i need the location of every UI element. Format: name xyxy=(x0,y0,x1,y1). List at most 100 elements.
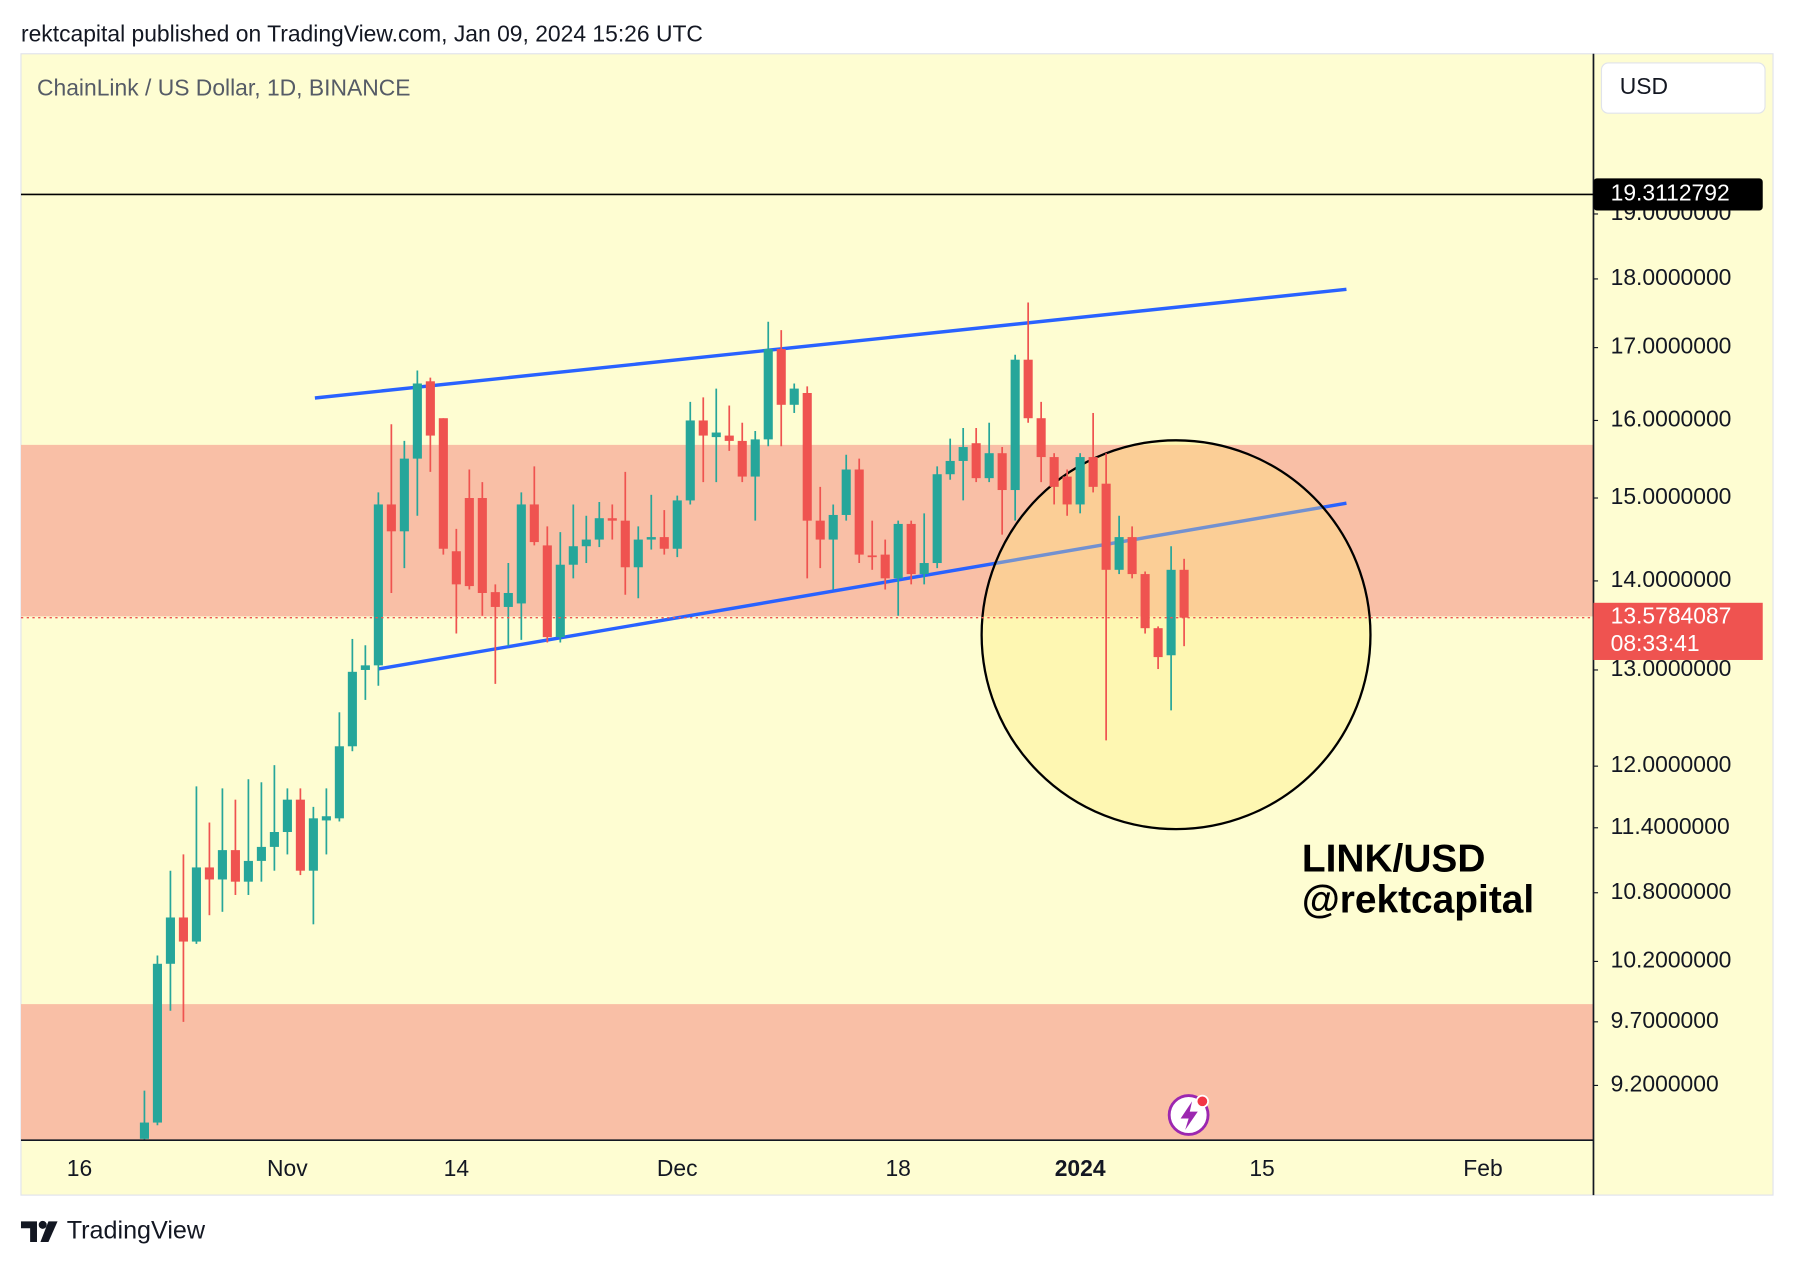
support-zone xyxy=(20,1004,1594,1141)
y-tick-label: 18.0000000 xyxy=(1611,264,1732,290)
y-tick-label: 15.0000000 xyxy=(1611,483,1732,509)
y-tick-label: 9.7000000 xyxy=(1611,1007,1719,1033)
candle-body xyxy=(477,498,487,593)
x-tick-label: 15 xyxy=(1249,1155,1274,1181)
alert-icon xyxy=(1167,1094,1210,1136)
y-tick-label: 10.2000000 xyxy=(1611,946,1732,972)
candle-body xyxy=(984,453,994,479)
candle-body xyxy=(802,392,812,521)
candle-body xyxy=(1062,476,1072,505)
x-tick-label: 14 xyxy=(444,1155,470,1181)
tradingview-logo xyxy=(20,1220,58,1242)
candle-body xyxy=(490,592,500,607)
candle-body xyxy=(685,420,695,501)
candle-body xyxy=(1075,457,1085,505)
candle-body xyxy=(269,832,279,847)
candle-body xyxy=(178,917,188,942)
candle-body xyxy=(880,554,890,579)
candle-body xyxy=(646,537,656,540)
candle-body xyxy=(295,799,305,871)
candle-body xyxy=(139,1122,149,1139)
candle-body xyxy=(321,816,331,821)
candle-body xyxy=(672,500,682,549)
candle-body xyxy=(633,539,643,568)
candle-body xyxy=(1114,537,1124,570)
candle-body xyxy=(243,860,253,882)
candle-body xyxy=(152,963,162,1123)
candle-body xyxy=(425,381,435,436)
candle-body xyxy=(659,537,669,549)
currency-label[interactable]: USD xyxy=(1620,73,1668,99)
candle-body xyxy=(906,523,916,575)
candle-body xyxy=(1127,537,1137,575)
level-box xyxy=(1593,178,1763,211)
candle-body xyxy=(1023,359,1033,419)
candle-body xyxy=(282,799,292,833)
annotation: @rektcapital xyxy=(1302,879,1534,922)
candle-body xyxy=(932,474,942,564)
candle-body xyxy=(724,435,734,441)
candle-body xyxy=(711,432,721,438)
candle-body xyxy=(893,523,903,579)
y-tick-label: 11.4000000 xyxy=(1611,813,1730,839)
candle-body xyxy=(568,546,578,565)
last-price-box xyxy=(1593,602,1763,660)
candle-body xyxy=(971,443,981,479)
currency-button[interactable] xyxy=(1600,62,1766,114)
candle-body xyxy=(503,592,513,607)
last-price-label: 13.5784087 xyxy=(1611,603,1732,629)
x-tick-label: Nov xyxy=(267,1155,308,1181)
x-tick-label: 2024 xyxy=(1055,1155,1106,1181)
y-tick-label: 9.2000000 xyxy=(1611,1070,1719,1096)
candle-body xyxy=(230,850,240,882)
x-tick-label: Feb xyxy=(1463,1155,1502,1181)
candle-body xyxy=(737,440,747,477)
candle-body xyxy=(1179,569,1189,618)
upper-trendline xyxy=(314,287,1347,400)
candle-body xyxy=(386,504,396,532)
candle-body xyxy=(360,665,370,670)
candle-body xyxy=(373,504,383,666)
x-tick-label: Dec xyxy=(657,1155,698,1181)
candle-body xyxy=(698,420,708,436)
candle-body xyxy=(191,867,201,942)
candle-body xyxy=(256,846,266,861)
candle-body xyxy=(1153,628,1163,658)
x-tick-label: 18 xyxy=(885,1155,910,1181)
countdown-label: 08:33:41 xyxy=(1611,630,1700,656)
y-tick-label: 10.8000000 xyxy=(1611,878,1732,904)
candle-body xyxy=(438,418,448,549)
candle-body xyxy=(334,746,344,819)
candle-body xyxy=(308,818,318,871)
candle-body xyxy=(945,460,955,475)
candle-body xyxy=(399,458,409,532)
candle-body xyxy=(347,671,357,747)
candle-body xyxy=(607,518,617,521)
y-tick-label: 16.0000000 xyxy=(1611,406,1732,432)
candle-body xyxy=(828,514,838,540)
y-tick-label: 17.0000000 xyxy=(1611,333,1732,359)
candle-body xyxy=(1088,457,1098,487)
candle-body xyxy=(1010,359,1020,491)
candle-body xyxy=(1049,457,1059,487)
candle-body xyxy=(204,867,214,880)
x-tick-label: 16 xyxy=(67,1155,92,1181)
candle-body xyxy=(1101,483,1111,570)
candle-body xyxy=(841,469,851,515)
candle-body xyxy=(997,453,1007,491)
candle-body xyxy=(815,520,825,540)
annotation: LINK/USD xyxy=(1302,837,1486,880)
candle-body xyxy=(1140,574,1150,629)
candle-body xyxy=(529,504,539,543)
candle-body xyxy=(1036,418,1046,458)
candle-body xyxy=(776,349,786,405)
plot-area xyxy=(20,287,1594,1141)
candle-body xyxy=(451,551,461,585)
candle-body xyxy=(516,504,526,604)
header: rektcapital published on TradingView.com… xyxy=(21,20,703,46)
candle-body xyxy=(789,388,799,405)
candle-body xyxy=(555,564,565,638)
y-tick-label: 12.0000000 xyxy=(1611,751,1732,777)
